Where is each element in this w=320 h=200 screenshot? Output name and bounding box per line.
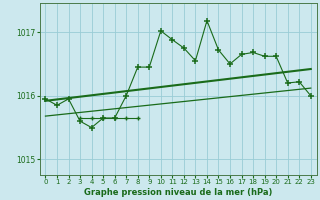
X-axis label: Graphe pression niveau de la mer (hPa): Graphe pression niveau de la mer (hPa): [84, 188, 272, 197]
